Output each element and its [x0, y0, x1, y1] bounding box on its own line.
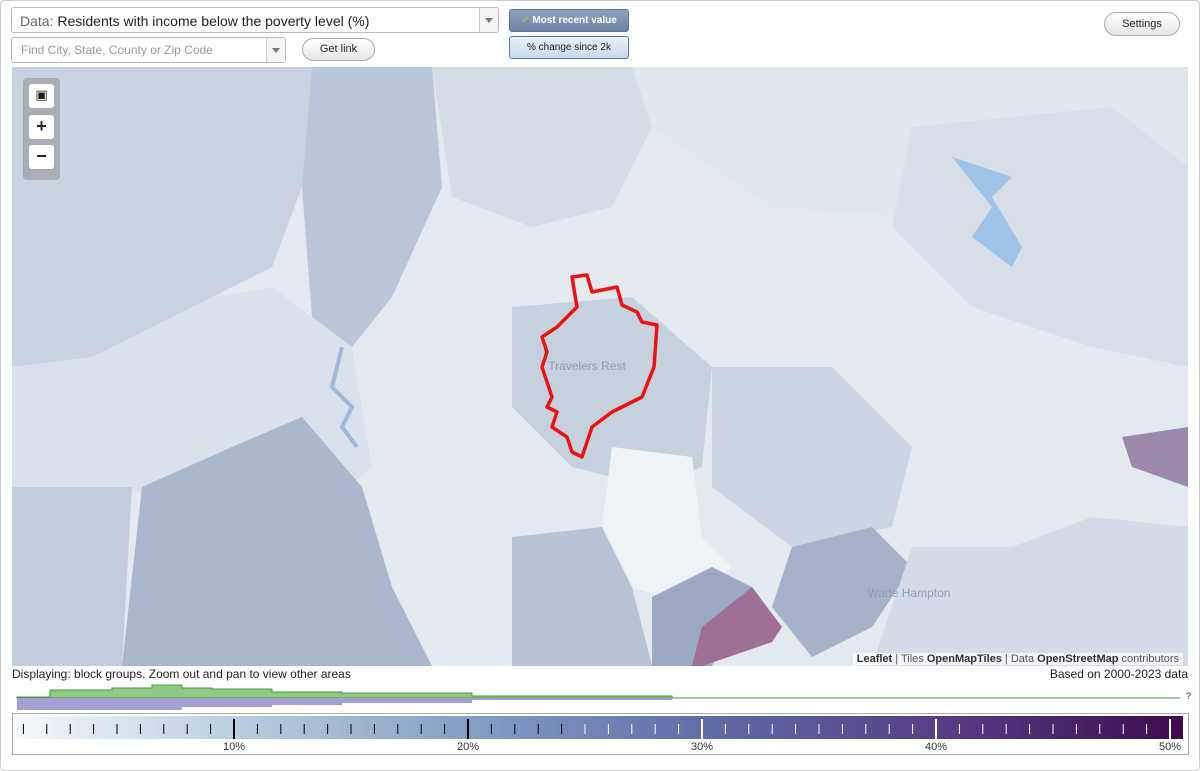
region	[122, 417, 432, 666]
displaying-text: Displaying: block groups. Zoom out and p…	[12, 667, 351, 681]
region	[432, 67, 652, 227]
dropdown-arrow[interactable]	[266, 38, 285, 62]
legend-tick-label: 50%	[1159, 741, 1181, 753]
region	[302, 67, 442, 347]
region	[512, 297, 712, 487]
region	[512, 527, 652, 666]
place-label: Travelers Rest	[548, 359, 626, 373]
attribution: Leaflet | Tiles OpenMapTiles | Data Open…	[852, 653, 1183, 665]
region	[652, 567, 752, 666]
get-link-button[interactable]: Get link	[302, 38, 375, 61]
legend-svg: 10% 20% 30% 40% 50%	[16, 716, 1183, 753]
search-placeholder: Find City, State, County or Zip Code	[21, 43, 213, 57]
region	[772, 527, 912, 657]
region	[602, 447, 732, 607]
region	[712, 367, 912, 547]
pct-change-toggle[interactable]: % change since 2k	[509, 36, 629, 59]
map[interactable]: Travelers Rest Wade Hampton	[12, 67, 1188, 666]
histogram: ?	[16, 684, 1191, 710]
legend-tick-label: 40%	[925, 741, 947, 753]
legend-ticks: 10% 20% 30% 40% 50%	[22, 719, 1181, 753]
legend-tick-label: 20%	[457, 741, 479, 753]
lake	[952, 157, 1022, 267]
most-recent-label: Most recent value	[532, 15, 617, 26]
legend: 10% 20% 30% 40% 50%	[12, 713, 1189, 755]
search-box[interactable]: Find City, State, County or Zip Code	[11, 37, 286, 63]
legend-tick-label: 10%	[223, 741, 245, 753]
region-high	[692, 587, 782, 666]
unknown-label: ?	[1186, 691, 1191, 701]
attr-leaflet[interactable]: Leaflet	[856, 653, 893, 665]
place-label: Wade Hampton	[868, 586, 951, 600]
river	[329, 346, 359, 449]
region	[12, 67, 312, 367]
attr-data-label: Data	[1010, 653, 1035, 665]
attr-contributors: contributors	[1121, 653, 1179, 665]
selected-boundary[interactable]	[540, 273, 659, 459]
region	[872, 517, 1188, 666]
data-value: Residents with income below the poverty …	[57, 13, 370, 29]
zoom-in-button[interactable]: +	[29, 115, 54, 139]
fullscreen-button[interactable]: ▣	[29, 84, 54, 108]
zoom-out-button[interactable]: −	[29, 145, 54, 169]
data-label: Data:	[20, 13, 54, 29]
attr-tiles-label: Tiles	[900, 653, 924, 665]
settings-button[interactable]: Settings	[1104, 12, 1180, 36]
attr-data[interactable]: OpenStreetMap	[1037, 653, 1119, 665]
histogram-purple	[17, 698, 672, 710]
dropdown-arrow[interactable]	[479, 8, 498, 32]
most-recent-toggle[interactable]: ✔ Most recent value	[509, 9, 629, 32]
histogram-green	[16, 684, 1180, 699]
legend-tick-label: 30%	[691, 741, 713, 753]
zoom-controls: ▣ + −	[23, 78, 60, 180]
region-high	[1122, 427, 1188, 487]
based-on-text: Based on 2000-2023 data	[1049, 667, 1188, 681]
region	[12, 487, 132, 666]
attr-tiles[interactable]: OpenMapTiles	[926, 653, 1002, 665]
legend-bar	[16, 716, 1183, 739]
data-select[interactable]: Data: Residents with income below the po…	[11, 7, 499, 33]
map-svg: Travelers Rest Wade Hampton	[12, 67, 1188, 666]
